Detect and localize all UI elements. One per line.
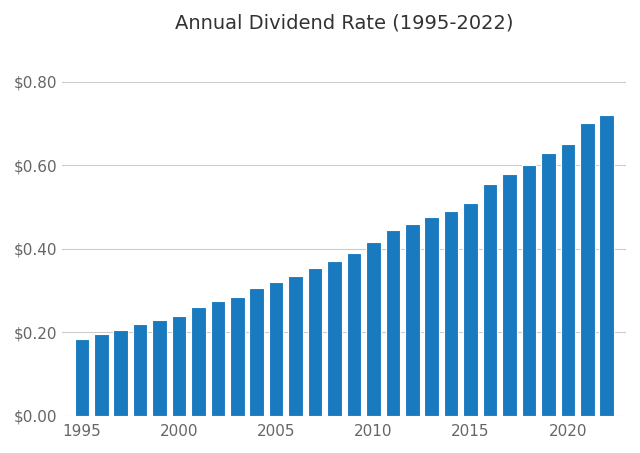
Bar	[463, 203, 478, 416]
Bar	[94, 334, 109, 416]
Bar	[444, 211, 458, 416]
Bar	[250, 289, 264, 416]
Title: Annual Dividend Rate (1995-2022): Annual Dividend Rate (1995-2022)	[175, 14, 513, 33]
Bar	[74, 338, 89, 416]
Bar	[580, 124, 595, 416]
Bar	[269, 282, 284, 416]
Bar	[211, 301, 225, 416]
Bar	[172, 316, 186, 416]
Bar	[347, 253, 361, 416]
Bar	[405, 224, 420, 416]
Bar	[424, 217, 439, 416]
Bar	[191, 307, 205, 416]
Bar	[366, 242, 381, 416]
Bar	[541, 153, 556, 416]
Bar	[385, 230, 400, 416]
Bar	[289, 276, 303, 416]
Bar	[230, 297, 244, 416]
Bar	[561, 145, 575, 416]
Bar	[327, 261, 342, 416]
Bar	[522, 165, 536, 416]
Bar	[502, 173, 516, 416]
Bar	[600, 115, 614, 416]
Bar	[152, 320, 167, 416]
Bar	[113, 330, 128, 416]
Bar	[133, 324, 147, 416]
Bar	[308, 268, 323, 416]
Bar	[483, 184, 497, 416]
